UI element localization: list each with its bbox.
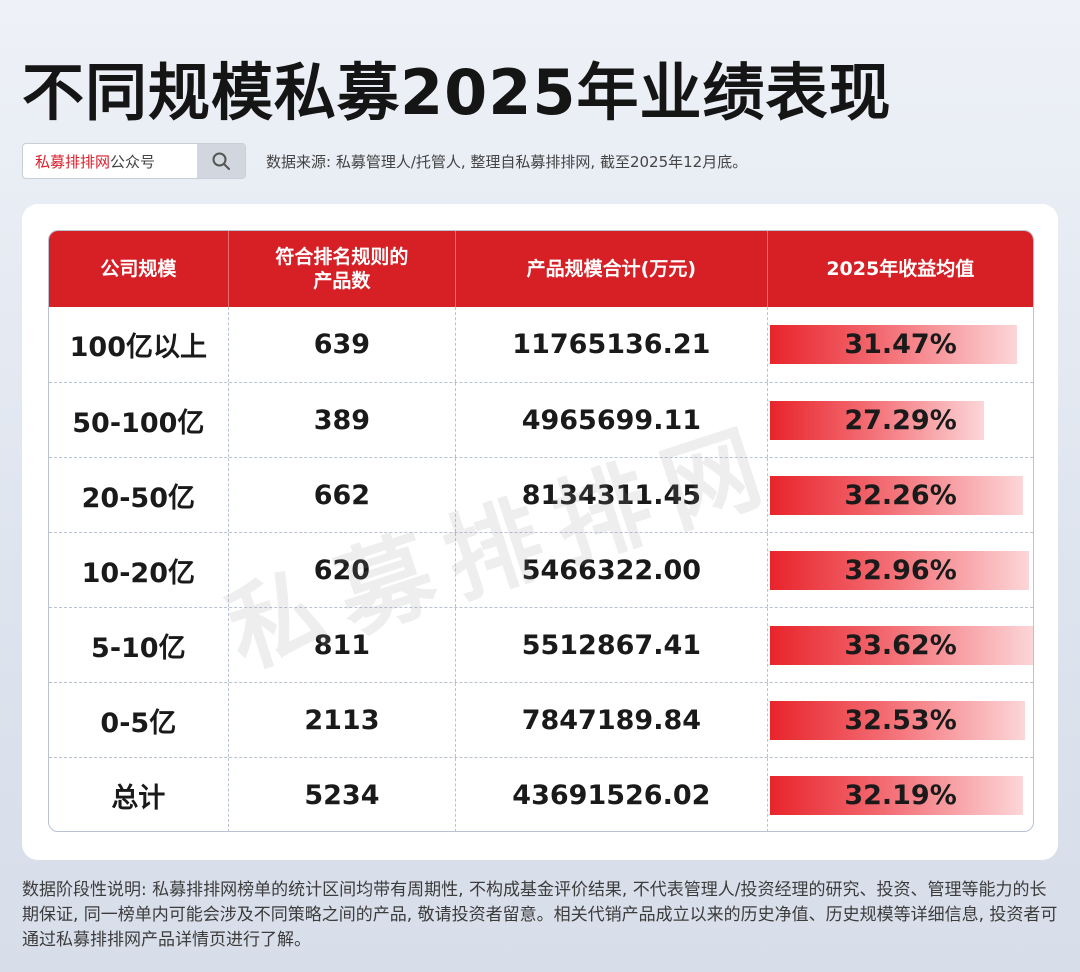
cell-scale: 总计 <box>49 758 229 831</box>
return-bar <box>769 401 984 440</box>
page-title: 不同规模私募2025年业绩表现 <box>22 56 892 129</box>
return-label: 32.19% <box>844 780 957 811</box>
return-label: 32.26% <box>844 480 957 511</box>
cell-total: 4965699.11 <box>456 383 768 457</box>
search-button[interactable] <box>197 144 245 178</box>
cell-scale: 50-100亿 <box>49 383 229 457</box>
cell-scale: 20-50亿 <box>49 458 229 532</box>
header-count: 符合排名规则的产品数 <box>229 231 457 307</box>
cell-return: 33.62% <box>768 608 1033 682</box>
cell-count: 389 <box>229 383 457 457</box>
return-label: 33.62% <box>844 630 957 661</box>
cell-return: 32.19% <box>768 758 1033 831</box>
cell-total: 11765136.21 <box>456 307 768 382</box>
cell-return: 27.29% <box>768 383 1033 457</box>
cell-scale: 10-20亿 <box>49 533 229 607</box>
search-box[interactable]: 私募排排网 公众号 <box>22 143 246 179</box>
cell-scale: 5-10亿 <box>49 608 229 682</box>
return-label: 27.29% <box>844 405 957 436</box>
table-row: 5-10亿 811 5512867.41 33.62% <box>49 607 1033 682</box>
source-row: 私募排排网 公众号 数据来源: 私募管理人/托管人, 整理自私募排排网, 截至20… <box>22 143 747 179</box>
table-row: 总计 5234 43691526.02 32.19% <box>49 757 1033 831</box>
table-header: 公司规模 符合排名规则的产品数 产品规模合计(万元) 2025年收益均值 <box>49 231 1033 307</box>
performance-table: 公司规模 符合排名规则的产品数 产品规模合计(万元) 2025年收益均值 100… <box>48 230 1034 832</box>
search-icon <box>212 152 230 170</box>
cell-total: 43691526.02 <box>456 758 768 831</box>
data-source: 数据来源: 私募管理人/托管人, 整理自私募排排网, 截至2025年12月底。 <box>266 152 748 171</box>
return-bar <box>769 551 1029 590</box>
header-count-label: 符合排名规则的产品数 <box>275 246 409 292</box>
return-bar <box>769 626 1033 665</box>
header-return: 2025年收益均值 <box>826 258 975 280</box>
header-scale: 公司规模 <box>49 231 229 307</box>
return-bar <box>769 325 1017 364</box>
cell-count: 639 <box>229 307 457 382</box>
cell-count: 2113 <box>229 683 457 757</box>
return-bar <box>769 476 1023 515</box>
return-bar <box>769 701 1025 740</box>
cell-count: 811 <box>229 608 457 682</box>
cell-return: 32.26% <box>768 458 1033 532</box>
brand-name: 私募排排网 <box>35 152 111 171</box>
cell-total: 5512867.41 <box>456 608 768 682</box>
cell-total: 7847189.84 <box>456 683 768 757</box>
return-label: 32.53% <box>844 705 957 736</box>
cell-scale: 0-5亿 <box>49 683 229 757</box>
cell-count: 662 <box>229 458 457 532</box>
cell-total: 5466322.00 <box>456 533 768 607</box>
cell-return: 32.53% <box>768 683 1033 757</box>
table-row: 100亿以上 639 11765136.21 31.47% <box>49 307 1033 382</box>
cell-count: 620 <box>229 533 457 607</box>
cell-scale: 100亿以上 <box>49 307 229 382</box>
return-label: 32.96% <box>844 555 957 586</box>
return-label: 31.47% <box>844 329 957 360</box>
brand-suffix: 公众号 <box>110 152 156 171</box>
cell-return: 32.96% <box>768 533 1033 607</box>
table-row: 0-5亿 2113 7847189.84 32.53% <box>49 682 1033 757</box>
search-label: 私募排排网 公众号 <box>23 144 197 178</box>
cell-return: 31.47% <box>768 307 1033 382</box>
return-bar <box>769 776 1023 815</box>
table-card: 公司规模 符合排名规则的产品数 产品规模合计(万元) 2025年收益均值 100… <box>22 204 1058 860</box>
header-total: 产品规模合计(万元) <box>456 231 768 307</box>
table-row: 10-20亿 620 5466322.00 32.96% <box>49 532 1033 607</box>
cell-total: 8134311.45 <box>456 458 768 532</box>
table-row: 50-100亿 389 4965699.11 27.29% <box>49 382 1033 457</box>
table-row: 20-50亿 662 8134311.45 32.26% <box>49 457 1033 532</box>
disclaimer: 数据阶段性说明: 私募排排网榜单的统计区间均带有周期性, 不构成基金评价结果, … <box>22 880 1058 950</box>
cell-count: 5234 <box>229 758 457 831</box>
